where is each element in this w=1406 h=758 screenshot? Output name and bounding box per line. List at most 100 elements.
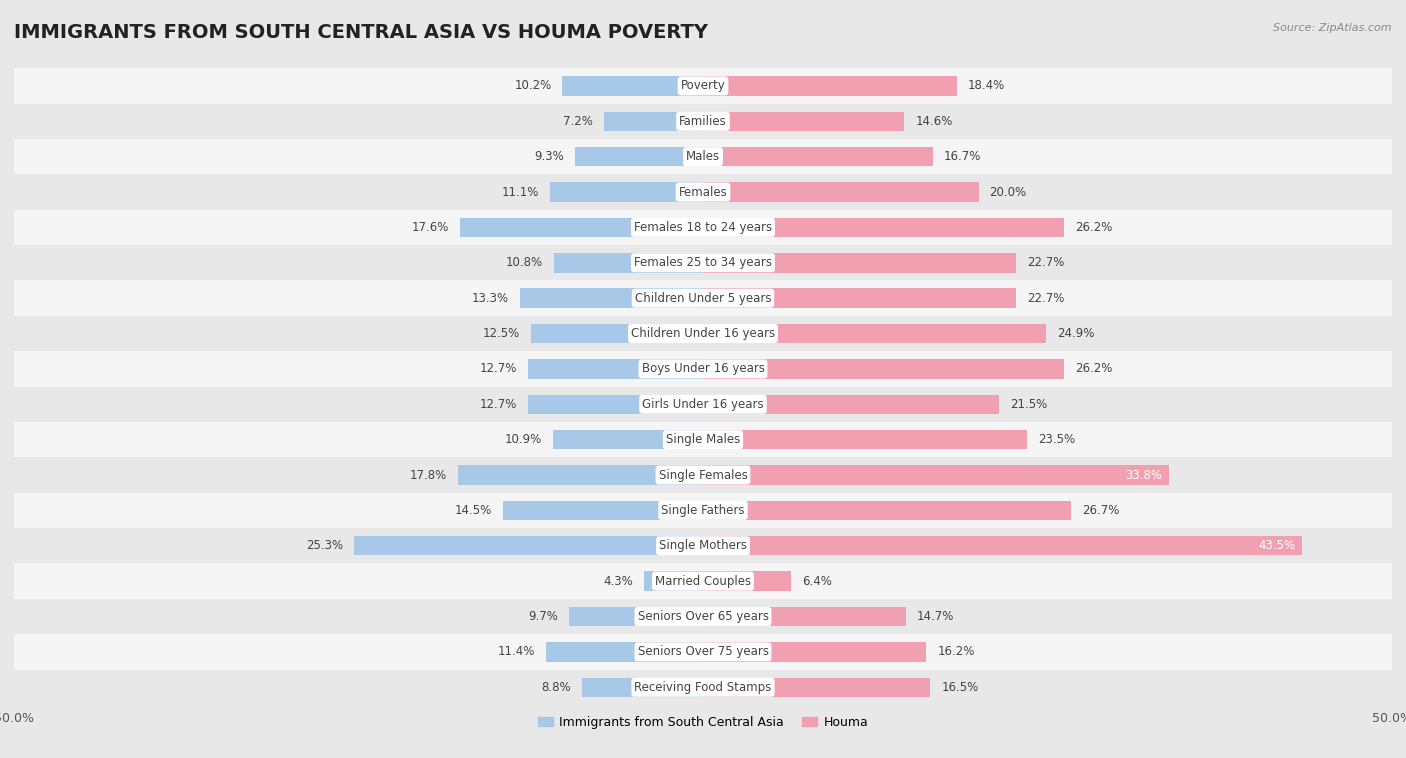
- Bar: [14, 563, 1392, 599]
- Text: 12.5%: 12.5%: [482, 327, 520, 340]
- Bar: [14, 174, 1392, 210]
- Bar: [520, 288, 703, 308]
- Bar: [529, 394, 703, 414]
- Text: Children Under 5 years: Children Under 5 years: [634, 292, 772, 305]
- Text: Source: ZipAtlas.com: Source: ZipAtlas.com: [1274, 23, 1392, 33]
- Text: 16.7%: 16.7%: [945, 150, 981, 163]
- Bar: [703, 324, 1046, 343]
- Text: 17.8%: 17.8%: [409, 468, 447, 481]
- Bar: [14, 210, 1392, 245]
- Text: 7.2%: 7.2%: [562, 114, 593, 128]
- Bar: [14, 68, 1392, 104]
- Text: Seniors Over 65 years: Seniors Over 65 years: [637, 610, 769, 623]
- Text: 14.5%: 14.5%: [456, 504, 492, 517]
- Bar: [554, 253, 703, 273]
- Bar: [703, 536, 1302, 556]
- Bar: [703, 253, 1015, 273]
- Text: 24.9%: 24.9%: [1057, 327, 1094, 340]
- Bar: [14, 387, 1392, 422]
- Text: Boys Under 16 years: Boys Under 16 years: [641, 362, 765, 375]
- Bar: [458, 465, 703, 485]
- Text: 23.5%: 23.5%: [1038, 433, 1076, 446]
- Bar: [553, 430, 703, 449]
- Text: 21.5%: 21.5%: [1011, 398, 1047, 411]
- Text: Females 18 to 24 years: Females 18 to 24 years: [634, 221, 772, 234]
- Text: Children Under 16 years: Children Under 16 years: [631, 327, 775, 340]
- Text: Single Females: Single Females: [658, 468, 748, 481]
- Bar: [569, 607, 703, 626]
- Bar: [703, 288, 1015, 308]
- Bar: [546, 642, 703, 662]
- Text: 22.7%: 22.7%: [1026, 292, 1064, 305]
- Text: 33.8%: 33.8%: [1125, 468, 1161, 481]
- Text: 14.7%: 14.7%: [917, 610, 953, 623]
- Legend: Immigrants from South Central Asia, Houma: Immigrants from South Central Asia, Houm…: [533, 711, 873, 734]
- Text: 16.5%: 16.5%: [942, 681, 979, 694]
- Text: Poverty: Poverty: [681, 80, 725, 92]
- Text: 12.7%: 12.7%: [479, 398, 517, 411]
- Bar: [14, 316, 1392, 351]
- Bar: [703, 218, 1064, 237]
- Bar: [14, 422, 1392, 457]
- Bar: [531, 324, 703, 343]
- Bar: [529, 359, 703, 379]
- Text: 8.8%: 8.8%: [541, 681, 571, 694]
- Bar: [703, 678, 931, 697]
- Bar: [14, 634, 1392, 669]
- Bar: [703, 111, 904, 131]
- Text: 17.6%: 17.6%: [412, 221, 450, 234]
- Bar: [703, 465, 1168, 485]
- Bar: [14, 493, 1392, 528]
- Text: 10.9%: 10.9%: [505, 433, 541, 446]
- Text: 10.8%: 10.8%: [506, 256, 543, 269]
- Text: Families: Families: [679, 114, 727, 128]
- Text: IMMIGRANTS FROM SOUTH CENTRAL ASIA VS HOUMA POVERTY: IMMIGRANTS FROM SOUTH CENTRAL ASIA VS HO…: [14, 23, 709, 42]
- Text: 9.7%: 9.7%: [529, 610, 558, 623]
- Text: 11.1%: 11.1%: [502, 186, 538, 199]
- Text: 43.5%: 43.5%: [1258, 539, 1295, 553]
- Bar: [354, 536, 703, 556]
- Text: Females: Females: [679, 186, 727, 199]
- Bar: [703, 359, 1064, 379]
- Bar: [582, 678, 703, 697]
- Text: Single Males: Single Males: [666, 433, 740, 446]
- Text: 4.3%: 4.3%: [603, 575, 633, 587]
- Bar: [14, 457, 1392, 493]
- Bar: [14, 104, 1392, 139]
- Text: 12.7%: 12.7%: [479, 362, 517, 375]
- Bar: [703, 183, 979, 202]
- Bar: [703, 394, 1000, 414]
- Bar: [703, 77, 956, 96]
- Bar: [14, 245, 1392, 280]
- Text: 26.2%: 26.2%: [1076, 221, 1112, 234]
- Text: 10.2%: 10.2%: [515, 80, 551, 92]
- Bar: [503, 501, 703, 520]
- Bar: [703, 147, 934, 167]
- Text: Males: Males: [686, 150, 720, 163]
- Bar: [575, 147, 703, 167]
- Text: Single Mothers: Single Mothers: [659, 539, 747, 553]
- Bar: [14, 139, 1392, 174]
- Bar: [703, 430, 1026, 449]
- Text: Girls Under 16 years: Girls Under 16 years: [643, 398, 763, 411]
- Text: 13.3%: 13.3%: [471, 292, 509, 305]
- Bar: [14, 528, 1392, 563]
- Bar: [14, 280, 1392, 316]
- Bar: [550, 183, 703, 202]
- Text: 26.7%: 26.7%: [1083, 504, 1119, 517]
- Text: Females 25 to 34 years: Females 25 to 34 years: [634, 256, 772, 269]
- Bar: [703, 572, 792, 591]
- Text: 22.7%: 22.7%: [1026, 256, 1064, 269]
- Text: 6.4%: 6.4%: [803, 575, 832, 587]
- Text: 16.2%: 16.2%: [938, 645, 974, 659]
- Text: Receiving Food Stamps: Receiving Food Stamps: [634, 681, 772, 694]
- Bar: [603, 111, 703, 131]
- Text: 9.3%: 9.3%: [534, 150, 564, 163]
- Text: 14.6%: 14.6%: [915, 114, 953, 128]
- Bar: [14, 351, 1392, 387]
- Text: Single Fathers: Single Fathers: [661, 504, 745, 517]
- Text: 25.3%: 25.3%: [307, 539, 343, 553]
- Bar: [703, 642, 927, 662]
- Bar: [703, 607, 905, 626]
- Text: 26.2%: 26.2%: [1076, 362, 1112, 375]
